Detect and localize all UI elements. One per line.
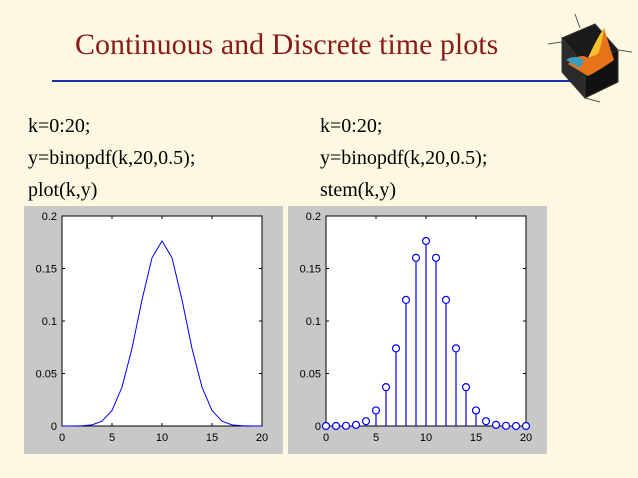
y-tick-label: 0	[51, 421, 57, 433]
line-plot: 0 5 10 15 20 0 0.05 0.1 0.15 0.2	[24, 206, 283, 454]
stem-marker	[521, 421, 531, 431]
y-tick-label: 0	[315, 421, 321, 433]
stem-marker	[471, 406, 481, 415]
stem-marker	[341, 421, 351, 430]
y-tick-label: 0.2	[306, 211, 321, 223]
series-line	[61, 240, 263, 427]
x-tick-label: 5	[373, 432, 379, 444]
x-tick-label: 10	[156, 432, 168, 444]
stem-marker	[361, 417, 371, 426]
stem-marker	[371, 406, 381, 415]
left-code-line-3: plot(k,y)	[28, 179, 98, 201]
x-tick-label: 20	[520, 432, 532, 444]
right-code-line-1: k=0:20;	[320, 115, 383, 137]
y-tick-label: 0.15	[300, 264, 321, 276]
left-code-block: k=0:20; y=binopdf(k,20,0.5); plot(k,y)	[28, 110, 195, 206]
slide-title: Continuous and Discrete time plots	[75, 28, 499, 61]
left-code-line-2: y=binopdf(k,20,0.5);	[28, 147, 196, 169]
matlab-membrane-logo-icon	[547, 13, 633, 103]
x-tick-label: 0	[323, 432, 329, 444]
right-code-block: k=0:20; y=binopdf(k,20,0.5); stem(k,y)	[320, 110, 487, 206]
stem-marker	[451, 344, 461, 353]
stem-marker	[481, 417, 491, 426]
right-code-line-3: stem(k,y)	[320, 179, 397, 201]
x-tick-label: 10	[420, 432, 432, 444]
stem-marker	[401, 295, 411, 304]
y-tick-label: 0.05	[36, 369, 57, 381]
stem-marker	[321, 421, 331, 431]
x-tick-label: 20	[256, 432, 268, 444]
y-tick-label: 0.05	[300, 369, 321, 381]
stem-marker	[491, 420, 501, 429]
stem-marker	[511, 421, 521, 431]
stem-marker	[381, 383, 391, 392]
y-tick-label: 0.2	[42, 211, 57, 223]
stem-marker	[441, 295, 451, 304]
right-code-line-2: y=binopdf(k,20,0.5);	[320, 147, 488, 169]
x-tick-label: 15	[206, 432, 218, 444]
stem-marker	[461, 383, 471, 392]
x-tick-label: 15	[470, 432, 482, 444]
stem-marker	[421, 236, 431, 246]
stem-marker	[351, 420, 361, 429]
title-underline	[52, 80, 572, 82]
stem-plot: 0 5 10 15 20 0 0.05 0.1 0.15 0.2	[288, 206, 547, 454]
left-code-line-1: k=0:20;	[28, 115, 91, 137]
y-tick-label: 0.15	[36, 264, 57, 276]
y-tick-label: 0.1	[306, 316, 321, 328]
stem-marker	[391, 344, 401, 353]
y-tick-label: 0.1	[42, 316, 57, 328]
x-tick-label: 0	[59, 432, 65, 444]
stem-marker	[331, 421, 341, 431]
axes-box	[61, 215, 263, 427]
stem-marker	[411, 253, 421, 262]
stem-marker	[501, 421, 511, 430]
stem-marker	[431, 253, 441, 262]
x-tick-label: 5	[109, 432, 115, 444]
